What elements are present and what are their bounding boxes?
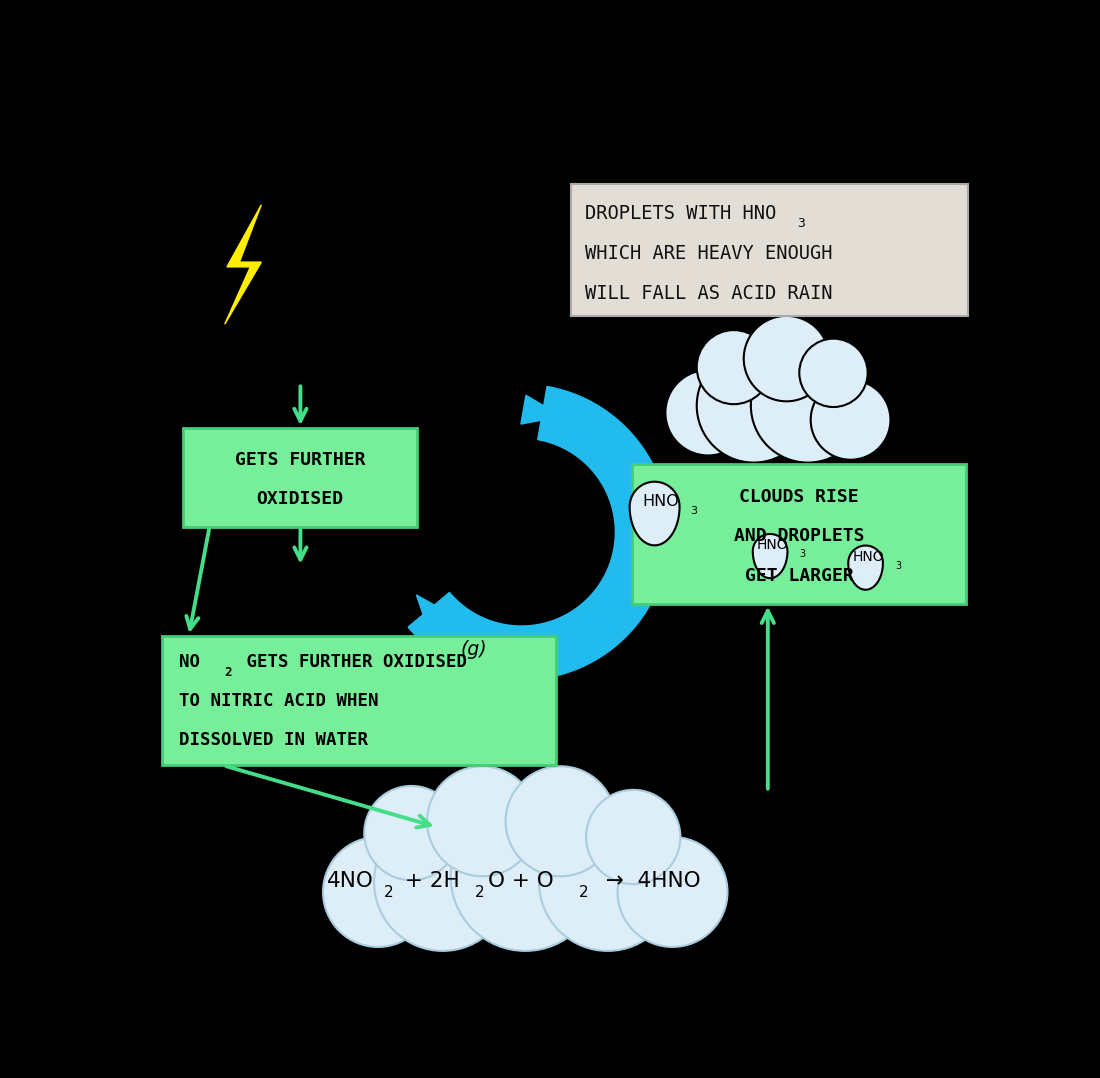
Circle shape [451,802,600,951]
Circle shape [427,766,537,876]
Text: →  4HNO: → 4HNO [592,871,701,890]
Text: 2: 2 [579,885,588,900]
Circle shape [811,379,891,459]
Circle shape [364,786,459,880]
Circle shape [374,814,512,951]
Text: 3: 3 [895,561,901,571]
Text: GET LARGER: GET LARGER [745,567,854,584]
Circle shape [323,837,433,946]
Text: GETS FURTHER: GETS FURTHER [234,451,365,469]
Text: 3: 3 [763,885,773,900]
Circle shape [696,330,771,404]
Text: + 2H: + 2H [398,871,460,890]
Text: TO NITRIC ACID WHEN: TO NITRIC ACID WHEN [178,692,378,709]
Circle shape [666,370,751,455]
Polygon shape [408,387,669,680]
Text: 3: 3 [690,507,697,516]
Text: NO: NO [178,653,200,671]
Text: HNO: HNO [642,494,679,509]
Text: 3: 3 [798,217,805,230]
Circle shape [539,814,676,951]
Circle shape [696,348,811,462]
Circle shape [800,338,868,407]
Text: HNO: HNO [852,550,884,564]
Circle shape [617,837,727,946]
Text: 4NO: 4NO [327,871,374,890]
FancyBboxPatch shape [183,428,418,527]
Text: AND DROPLETS: AND DROPLETS [734,527,865,545]
Text: HNO: HNO [757,538,789,552]
Text: 2: 2 [474,885,484,900]
Text: DISSOLVED IN WATER: DISSOLVED IN WATER [178,731,367,748]
Text: CLOUDS RISE: CLOUDS RISE [739,488,859,507]
Circle shape [744,316,829,401]
Text: OXIDISED: OXIDISED [256,490,343,508]
Text: (g): (g) [452,393,480,412]
Text: GETS FURTHER OXIDISED: GETS FURTHER OXIDISED [235,653,466,671]
Text: DROPLETS WITH HNO: DROPLETS WITH HNO [585,204,777,223]
Text: 3: 3 [800,550,805,559]
Polygon shape [224,205,262,324]
Text: 2: 2 [384,885,394,900]
Text: O + O: O + O [488,871,554,890]
FancyBboxPatch shape [631,464,967,604]
Text: WHICH ARE HEAVY ENOUGH: WHICH ARE HEAVY ENOUGH [585,244,833,263]
Text: 2: 2 [224,666,232,679]
Polygon shape [629,482,680,545]
Circle shape [751,348,865,462]
Polygon shape [848,545,883,590]
Circle shape [506,766,616,876]
Polygon shape [521,396,561,424]
FancyBboxPatch shape [162,636,556,765]
Text: (g): (g) [460,639,487,659]
Text: WILL FALL AS ACID RAIN: WILL FALL AS ACID RAIN [585,284,833,303]
Circle shape [586,790,681,884]
Polygon shape [752,534,788,578]
FancyBboxPatch shape [572,184,968,317]
Polygon shape [417,595,452,634]
